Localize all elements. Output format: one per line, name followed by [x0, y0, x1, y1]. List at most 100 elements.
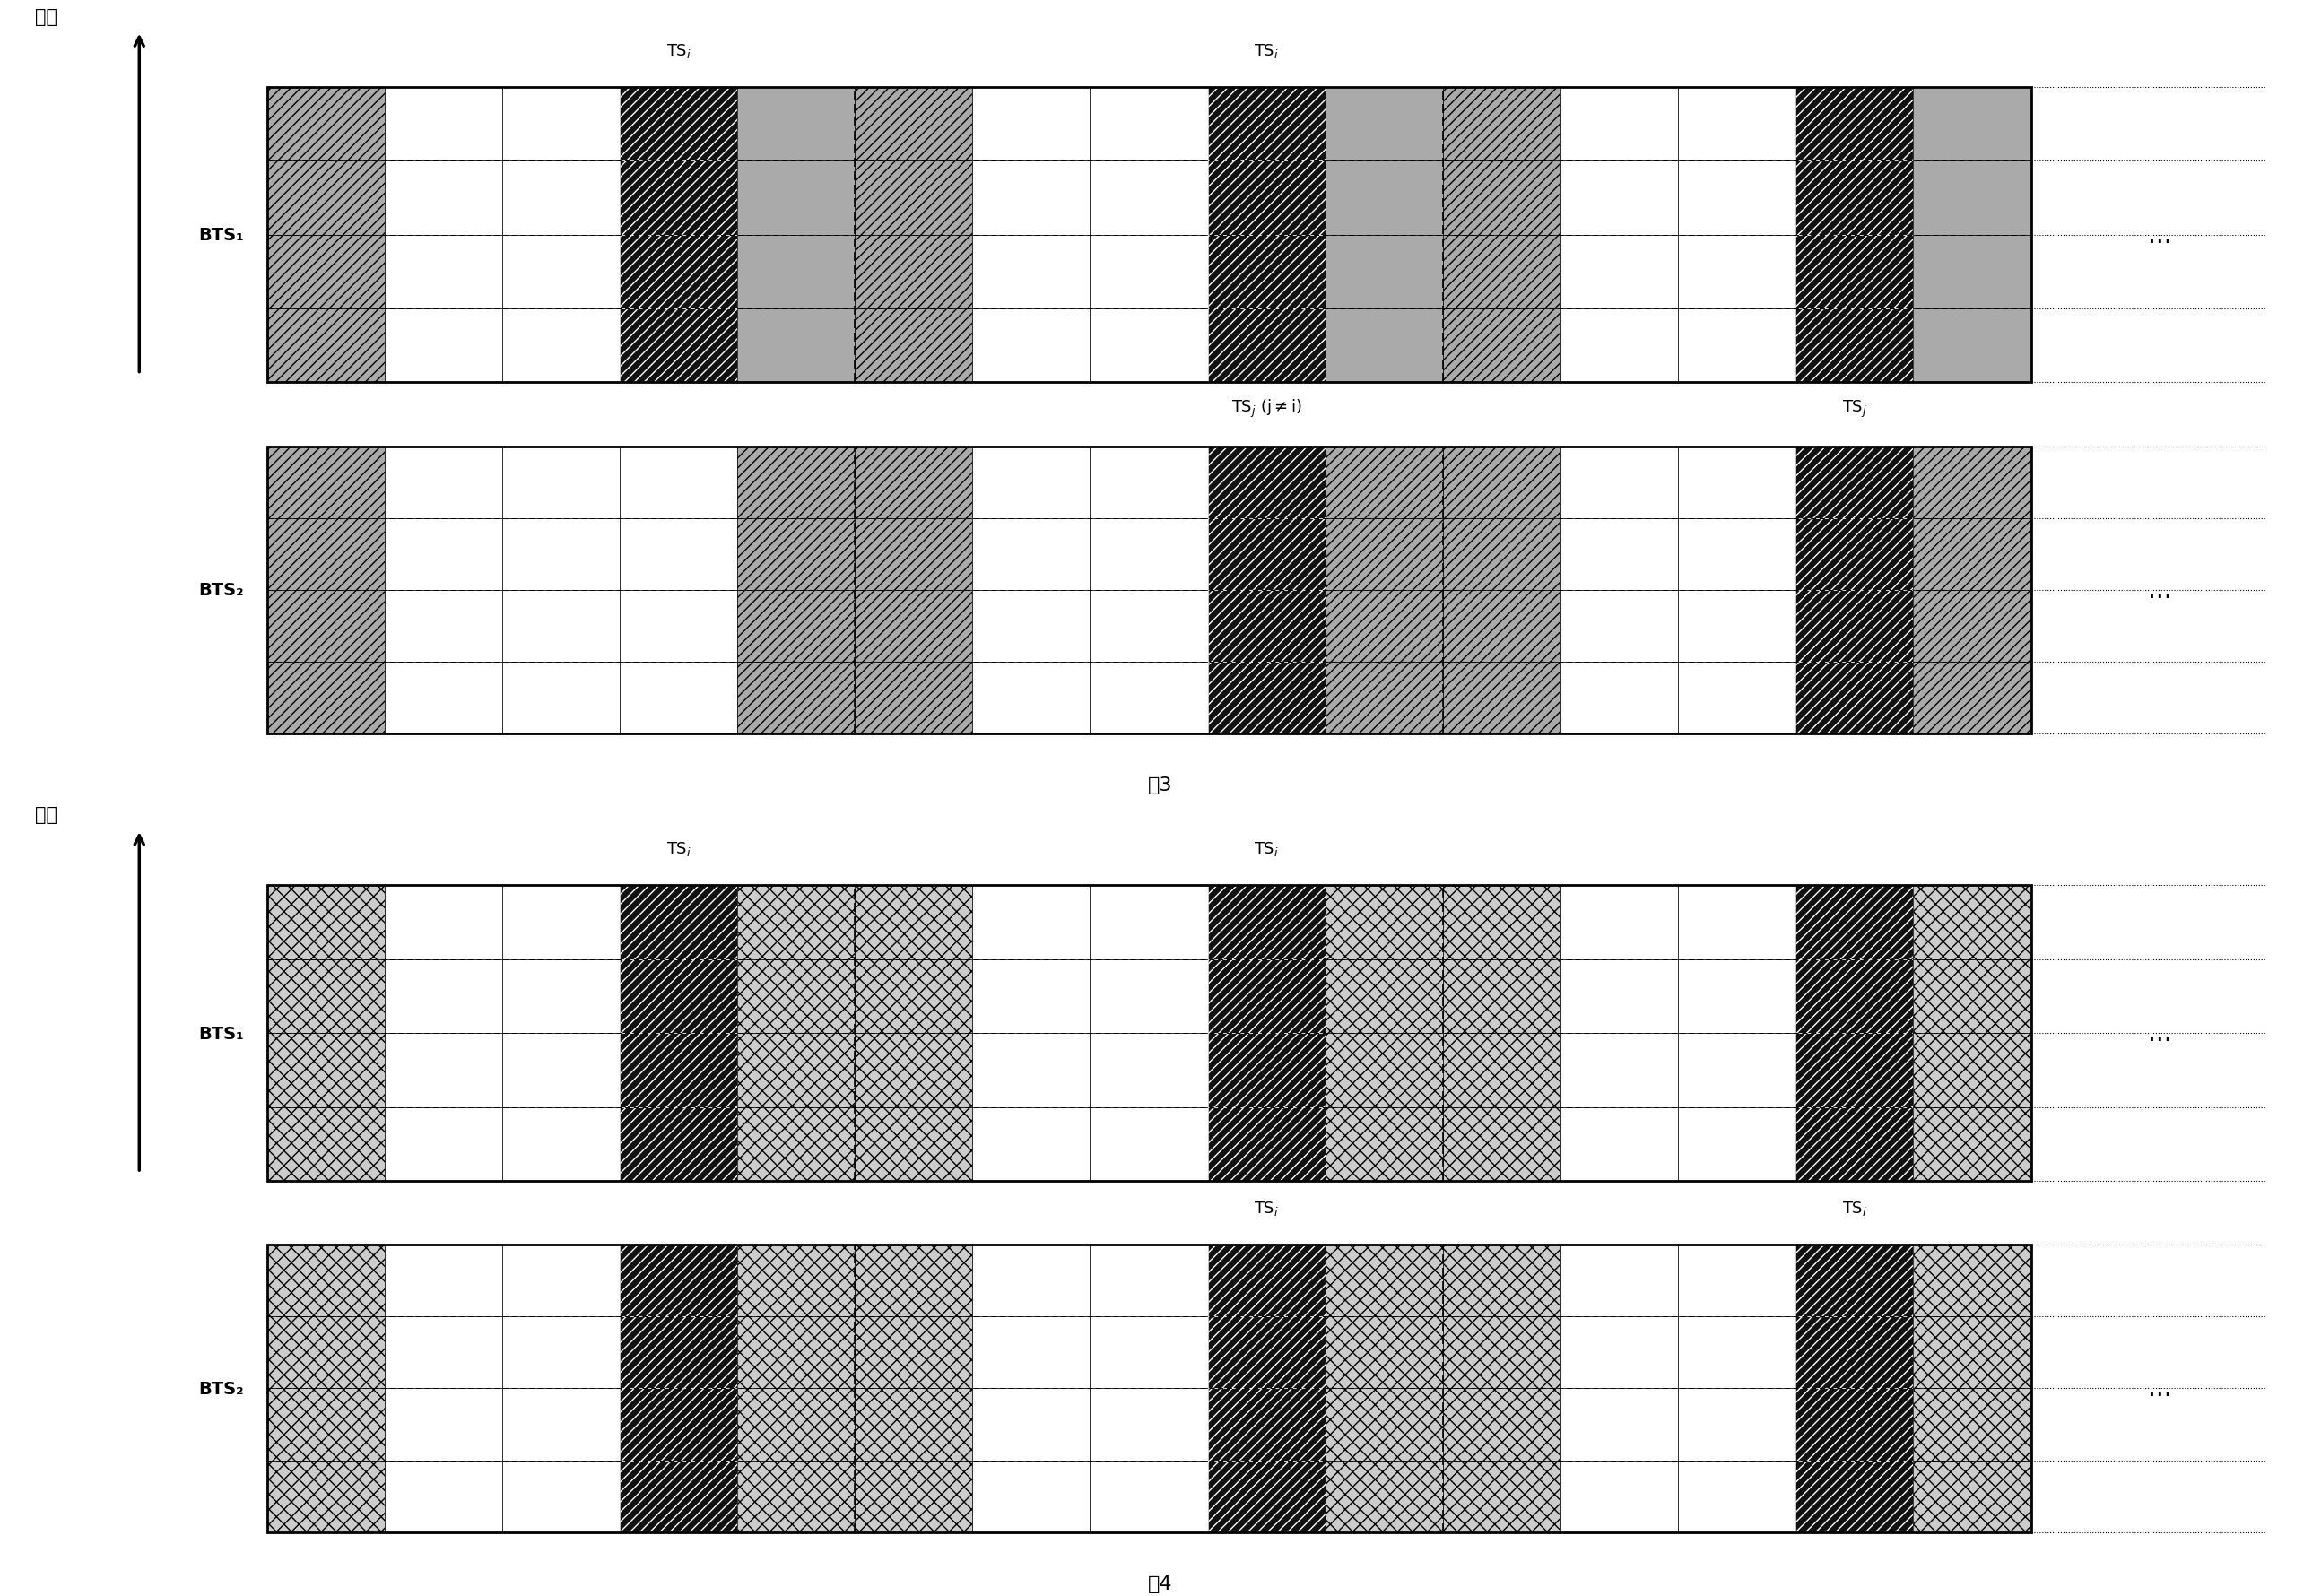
Bar: [267, 236, 385, 310]
Bar: [1091, 1389, 1207, 1460]
Bar: [1325, 310, 1444, 383]
Bar: [972, 447, 1091, 519]
Bar: [501, 662, 620, 734]
Bar: [1913, 662, 2031, 734]
Bar: [501, 1317, 620, 1389]
Bar: [1207, 310, 1325, 383]
Bar: [501, 1108, 620, 1181]
Bar: [501, 1034, 620, 1108]
Bar: [738, 1108, 854, 1181]
Bar: [1913, 447, 2031, 519]
Text: TS$_j$ (j$\neq$i): TS$_j$ (j$\neq$i): [1230, 397, 1302, 420]
Bar: [620, 447, 738, 519]
Bar: [1207, 88, 1325, 161]
Bar: [854, 1317, 972, 1389]
Bar: [1207, 959, 1325, 1034]
Bar: [1796, 1389, 1913, 1460]
Bar: [385, 161, 501, 236]
Bar: [1207, 886, 1325, 959]
Bar: [501, 236, 620, 310]
Bar: [1913, 1108, 2031, 1181]
Bar: [1444, 1460, 1560, 1532]
Bar: [501, 161, 620, 236]
Bar: [620, 519, 738, 591]
Bar: [1444, 310, 1560, 383]
Bar: [1444, 161, 1560, 236]
Bar: [1091, 1460, 1207, 1532]
Bar: [501, 519, 620, 591]
Bar: [501, 1460, 620, 1532]
Bar: [501, 1245, 620, 1317]
Bar: [1678, 1034, 1796, 1108]
Text: BTS₂: BTS₂: [197, 1381, 244, 1396]
Bar: [385, 1108, 501, 1181]
Bar: [1560, 1034, 1678, 1108]
Bar: [1796, 886, 1913, 959]
Bar: [854, 88, 972, 161]
Bar: [1913, 1460, 2031, 1532]
Bar: [1913, 236, 2031, 310]
Bar: [854, 1245, 972, 1317]
Bar: [1796, 310, 1913, 383]
Bar: [1325, 236, 1444, 310]
Bar: [854, 959, 972, 1034]
Bar: [854, 1389, 972, 1460]
Bar: [1796, 1245, 1913, 1317]
Bar: [385, 88, 501, 161]
Bar: [1207, 662, 1325, 734]
Bar: [1560, 447, 1678, 519]
Bar: [267, 310, 385, 383]
Bar: [501, 1389, 620, 1460]
Bar: [738, 1034, 854, 1108]
Bar: [1325, 1317, 1444, 1389]
Bar: [1560, 519, 1678, 591]
Bar: [1207, 161, 1325, 236]
Text: TS$_i$: TS$_i$: [666, 41, 692, 59]
Text: TS$_i$: TS$_i$: [666, 839, 692, 859]
Bar: [1325, 886, 1444, 959]
Bar: [1678, 959, 1796, 1034]
Text: TS$_i$: TS$_i$: [1253, 41, 1279, 59]
Bar: [1913, 1389, 2031, 1460]
Bar: [1913, 1245, 2031, 1317]
Bar: [1207, 1108, 1325, 1181]
Bar: [738, 310, 854, 383]
Bar: [620, 1245, 738, 1317]
Bar: [1560, 88, 1678, 161]
Bar: [1913, 1034, 2031, 1108]
Bar: [385, 1317, 501, 1389]
Bar: [1678, 447, 1796, 519]
Bar: [1325, 161, 1444, 236]
Bar: [854, 591, 972, 662]
Text: 图4: 图4: [1149, 1574, 1172, 1593]
Bar: [1913, 310, 2031, 383]
Bar: [1325, 88, 1444, 161]
Bar: [1091, 886, 1207, 959]
Bar: [972, 1389, 1091, 1460]
Bar: [385, 447, 501, 519]
Bar: [620, 591, 738, 662]
Bar: [1207, 1317, 1325, 1389]
Bar: [972, 88, 1091, 161]
Bar: [267, 591, 385, 662]
Bar: [972, 886, 1091, 959]
Bar: [620, 310, 738, 383]
Bar: [385, 886, 501, 959]
Bar: [1207, 1245, 1325, 1317]
Bar: [1678, 1389, 1796, 1460]
Text: TS$_i$: TS$_i$: [1253, 839, 1279, 859]
Bar: [972, 236, 1091, 310]
Bar: [501, 591, 620, 662]
Bar: [1444, 886, 1560, 959]
Bar: [385, 1034, 501, 1108]
Bar: [854, 447, 972, 519]
Bar: [1325, 1245, 1444, 1317]
Bar: [1796, 662, 1913, 734]
Bar: [1444, 236, 1560, 310]
Bar: [1444, 1317, 1560, 1389]
Bar: [267, 447, 385, 519]
Bar: [1796, 88, 1913, 161]
Bar: [1796, 1108, 1913, 1181]
Bar: [1560, 1108, 1678, 1181]
Bar: [1913, 959, 2031, 1034]
